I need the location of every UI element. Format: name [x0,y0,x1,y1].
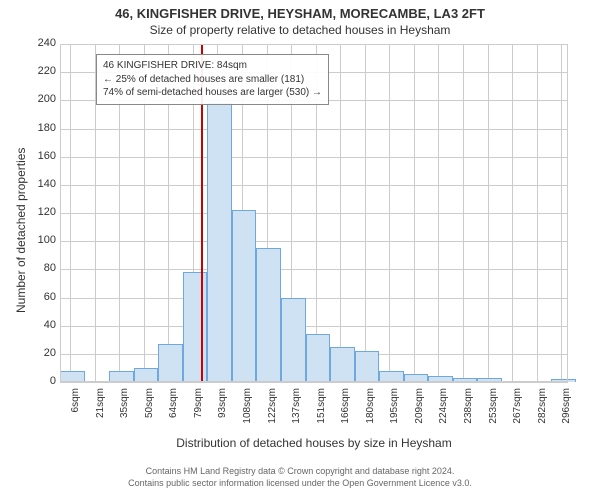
histogram-bar [85,381,110,382]
gridline-v [389,44,390,382]
y-tick-label: 240 [28,37,56,49]
histogram-bar [428,376,453,382]
x-tick-label: 79sqm [193,388,204,432]
x-tick-label: 50sqm [144,388,155,432]
x-tick-label: 21sqm [95,388,106,432]
chart-container: 46, KINGFISHER DRIVE, HEYSHAM, MORECAMBE… [0,0,600,500]
y-tick-label: 180 [28,122,56,134]
gridline-v [70,44,71,382]
annotation-line-2: ← 25% of detached houses are smaller (18… [103,73,322,87]
histogram-bar [158,344,183,382]
y-tick-label: 160 [28,150,56,162]
gridline-v [488,44,489,382]
y-tick-label: 100 [28,234,56,246]
gridline-v [463,44,464,382]
gridline-h [60,157,568,158]
histogram-bar [330,347,355,382]
histogram-bar [134,368,159,382]
gridline-h [60,44,568,45]
y-tick-label: 200 [28,93,56,105]
x-axis-label: Distribution of detached houses by size … [60,436,568,450]
y-tick-label: 220 [28,65,56,77]
gridline-h [60,269,568,270]
gridline-v [365,44,366,382]
histogram-bar [527,381,552,382]
x-tick-label: 166sqm [340,388,351,432]
gridline-h [60,213,568,214]
gridline-v [537,44,538,382]
footer-line-1: Contains HM Land Registry data © Crown c… [0,466,600,478]
x-tick-label: 64sqm [168,388,179,432]
x-tick-label: 35sqm [119,388,130,432]
y-tick-label: 140 [28,178,56,190]
x-tick-label: 137sqm [291,388,302,432]
gridline-v [561,44,562,382]
histogram-bar [281,298,306,383]
histogram-bar [60,371,85,382]
y-tick-label: 120 [28,206,56,218]
x-tick-label: 224sqm [438,388,449,432]
histogram-bar [183,272,208,382]
histogram-bar [551,379,576,382]
histogram-bar [256,248,281,382]
gridline-v [512,44,513,382]
x-tick-label: 93sqm [217,388,228,432]
gridline-v [340,44,341,382]
x-tick-label: 282sqm [537,388,548,432]
histogram-bar [306,334,331,382]
footer-line-2: Contains public sector information licen… [0,478,600,490]
x-tick-label: 238sqm [463,388,474,432]
y-tick-label: 0 [28,375,56,387]
x-tick-label: 6sqm [70,388,81,432]
gridline-h [60,326,568,327]
histogram-bar [379,371,404,382]
y-axis-label: Number of detached properties [14,148,28,313]
gridline-h [60,185,568,186]
histogram-bar [355,351,380,382]
x-tick-label: 151sqm [316,388,327,432]
chart-subtitle: Size of property relative to detached ho… [0,21,600,37]
x-tick-label: 108sqm [242,388,253,432]
histogram-bar [404,374,429,382]
histogram-bar [502,381,527,382]
x-tick-label: 180sqm [365,388,376,432]
histogram-bar [453,378,478,382]
x-tick-label: 267sqm [512,388,523,432]
gridline-h [60,241,568,242]
histogram-bar [109,371,134,382]
gridline-h [60,298,568,299]
x-tick-label: 253sqm [488,388,499,432]
y-tick-label: 40 [28,319,56,331]
histogram-bar [477,378,502,382]
x-tick-label: 209sqm [414,388,425,432]
annotation-line-1: 46 KINGFISHER DRIVE: 84sqm [103,59,322,73]
x-tick-label: 296sqm [561,388,572,432]
gridline-v [438,44,439,382]
x-tick-label: 195sqm [389,388,400,432]
footer-attribution: Contains HM Land Registry data © Crown c… [0,466,600,489]
histogram-bar [207,103,232,382]
y-tick-label: 20 [28,347,56,359]
y-tick-label: 80 [28,262,56,274]
histogram-bar [232,210,257,382]
gridline-h [60,129,568,130]
chart-title: 46, KINGFISHER DRIVE, HEYSHAM, MORECAMBE… [0,0,600,21]
y-tick-label: 60 [28,291,56,303]
gridline-v [414,44,415,382]
annotation-box: 46 KINGFISHER DRIVE: 84sqm ← 25% of deta… [96,54,329,105]
gridline-h [60,382,568,383]
x-tick-label: 122sqm [267,388,278,432]
annotation-line-3: 74% of semi-detached houses are larger (… [103,86,322,100]
